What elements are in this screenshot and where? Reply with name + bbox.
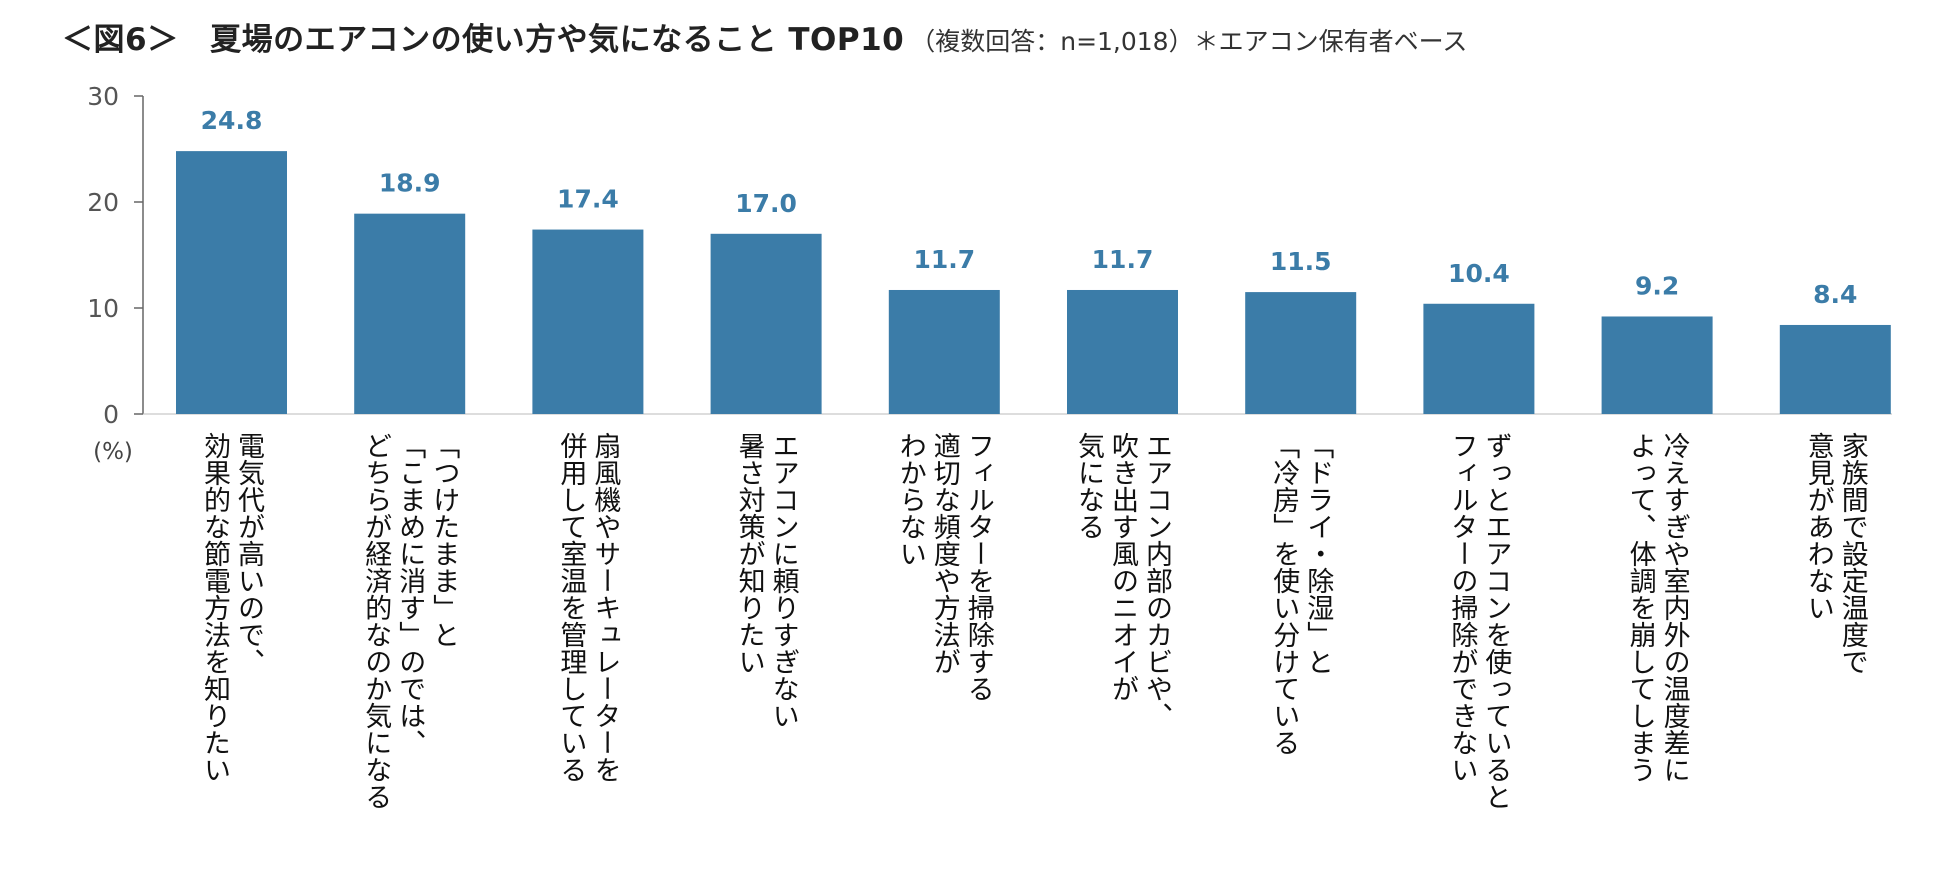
category-label-line: フィルターの掃除ができない <box>1446 432 1478 783</box>
category-label-line: 「ドライ・除湿」と <box>1302 432 1334 675</box>
category-label-line: 扇風機やサーキュレーターを <box>589 432 621 783</box>
bar <box>532 229 644 414</box>
data-label: 11.5 <box>1270 247 1332 276</box>
category-label: 「ドライ・除湿」と「冷房」を使い分けている <box>1268 432 1334 756</box>
category-label-line: よって、体調を崩してしまう <box>1625 432 1657 783</box>
chart-subtitle: （複数回答：n=1,018）＊エアコン保有者ベース <box>910 27 1468 56</box>
bar <box>1601 316 1713 414</box>
category-label: 電気代が高いので、効果的な節電方法を知りたい <box>199 432 265 783</box>
category-label-line: 意見があわない <box>1803 432 1834 621</box>
data-label: 24.8 <box>201 106 263 135</box>
y-tick-label: 20 <box>87 188 119 217</box>
y-axis-unit: (%) <box>93 439 133 465</box>
bar <box>1245 292 1357 414</box>
category-label-line: 電気代が高いので、 <box>233 432 265 675</box>
category-label-line: 「こまめに消す」のでは、 <box>394 432 426 756</box>
data-label: 18.9 <box>379 169 441 198</box>
bar <box>176 151 287 414</box>
category-label-line: 「つけたまま」と <box>428 432 460 648</box>
category-label-line: 暑さ対策が知りたい <box>734 432 766 675</box>
bar <box>1067 289 1178 414</box>
category-label-line: 気になる <box>1073 432 1104 540</box>
y-tick-label: 10 <box>87 294 119 323</box>
category-label-line: 「冷房」を使い分けている <box>1268 432 1300 756</box>
category-label-line: わからない <box>895 432 926 567</box>
y-tick-label: 0 <box>103 400 119 429</box>
bar <box>888 289 1000 414</box>
data-label: 9.2 <box>1635 271 1679 300</box>
data-label: 10.4 <box>1448 259 1510 288</box>
category-label-line: フィルターを掃除する <box>963 432 995 702</box>
data-label: 17.0 <box>735 189 797 218</box>
category-label: 「つけたまま」と「こまめに消す」のでは、どちらが経済的なのか気になる <box>360 432 460 810</box>
bar <box>354 213 466 414</box>
y-tick-label: 30 <box>87 82 119 111</box>
category-label-line: 併用して室温を管理している <box>555 432 587 783</box>
category-label-line: どちらが経済的なのか気になる <box>360 432 392 810</box>
data-label: 17.4 <box>557 185 619 214</box>
bar <box>1423 303 1535 414</box>
data-label: 11.7 <box>913 245 975 274</box>
bar <box>1779 324 1891 414</box>
category-label-line: エアコンに頼りすぎない <box>768 432 800 729</box>
category-label-line: 家族間で設定温度で <box>1837 432 1869 675</box>
category-label-line: 冷えすぎや室内外の温度差に <box>1659 432 1691 783</box>
data-label: 8.4 <box>1813 280 1857 309</box>
figure-header: ＜図6＞ 夏場のエアコンの使い方や気になること TOP10 （複数回答：n=1,0… <box>62 14 1467 64</box>
bar <box>710 233 822 414</box>
data-label: 11.7 <box>1092 245 1154 274</box>
category-label-line: ずっとエアコンを使っていると <box>1480 432 1512 810</box>
category-label-line: 効果的な節電方法を知りたい <box>199 432 231 783</box>
category-label-line: エアコン内部のカビや、 <box>1141 432 1172 729</box>
chart-title: ＜図6＞ 夏場のエアコンの使い方や気になること TOP10 <box>62 22 905 58</box>
category-label-line: 適切な頻度や方法が <box>929 432 961 675</box>
category-label-line: 吹き出す風のニオイが <box>1107 432 1139 702</box>
